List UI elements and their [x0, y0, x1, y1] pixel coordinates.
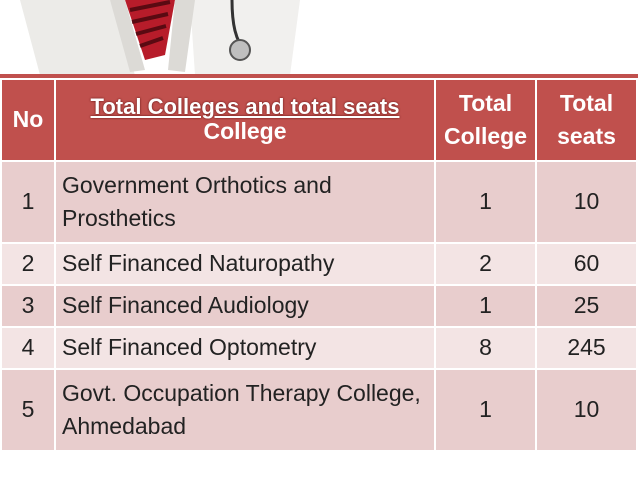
table-cell: 5 — [0, 368, 56, 452]
header-text: College — [203, 118, 287, 145]
table-row: 4 Self Financed Optometry 8 245 — [0, 326, 638, 370]
table-cell: 60 — [535, 242, 638, 286]
header-cell: No — [0, 78, 56, 162]
table-cell: 2 — [0, 242, 56, 286]
table-cell: 4 — [0, 326, 56, 370]
table-cell: Self Financed Audiology — [54, 284, 436, 328]
table-cell: 8 — [434, 326, 537, 370]
header-row: No Total Colleges and total seats Colleg… — [0, 78, 638, 162]
table-cell: Govt. Occupation Therapy College, Ahmeda… — [54, 368, 436, 452]
header-cell: Total Colleges and total seats College — [54, 78, 436, 162]
header-cell: Total College — [434, 78, 537, 162]
table-cell: 1 — [434, 368, 537, 452]
table-row: 5 Govt. Occupation Therapy College, Ahmed… — [0, 368, 638, 452]
table-cell: 10 — [535, 368, 638, 452]
table-row: 1 Government Orthotics and Prosthetics 1 10 — [0, 160, 638, 244]
table-cell: 245 — [535, 326, 638, 370]
table-cell: 10 — [535, 160, 638, 244]
table-cell: 1 — [434, 284, 537, 328]
table-row: 3 Self Financed Audiology 1 25 — [0, 284, 638, 328]
table-cell: 1 — [0, 160, 56, 244]
table-cell: Self Financed Naturopathy — [54, 242, 436, 286]
table-cell: 1 — [434, 160, 537, 244]
table-cell: 2 — [434, 242, 537, 286]
header-cell: Total seats — [535, 78, 638, 162]
table-cell: Self Financed Optometry — [54, 326, 436, 370]
doctor-photo — [0, 0, 638, 80]
table-cell: Government Orthotics and Prosthetics — [54, 160, 436, 244]
table-row: 2 Self Financed Naturopathy 2 60 — [0, 242, 638, 286]
colleges-table: No Total Colleges and total seats Colleg… — [0, 78, 638, 452]
table-title: Total Colleges and total seats — [90, 94, 400, 120]
table-cell: 25 — [535, 284, 638, 328]
table-cell: 3 — [0, 284, 56, 328]
